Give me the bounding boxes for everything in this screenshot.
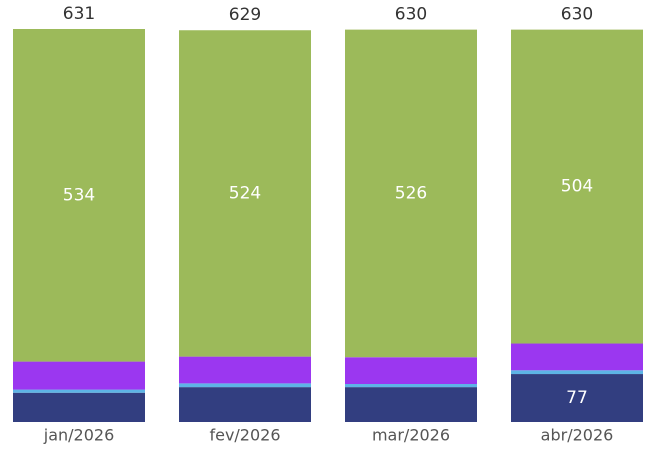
bar-segment [511,343,643,371]
segment-label: 504 [561,177,593,197]
bar-segment [13,389,145,393]
segment-label: 526 [395,183,427,203]
x-tick-label: abr/2026 [541,426,614,445]
bar-segment [511,29,643,344]
bar-segment [345,384,477,388]
bar-segment [511,370,643,375]
total-label: 630 [395,5,427,25]
bar-segment [13,392,145,422]
x-tick-label: fev/2026 [209,426,280,445]
bar-segment [345,357,477,385]
x-tick-label: mar/2026 [372,426,450,445]
segment-label: 534 [63,185,95,205]
bar-segment [179,30,311,357]
segment-label: 77 [566,388,588,408]
total-label: 629 [229,5,261,25]
bar-segment [511,374,643,422]
segment-label: 524 [229,183,261,203]
bar-segment [345,29,477,358]
bar-segment [13,361,145,390]
x-tick-label: jan/2026 [43,426,115,445]
total-label: 631 [63,4,95,24]
total-label: 630 [561,5,593,25]
bar-segment [179,356,311,384]
bar-segment [345,387,477,422]
bar-segment [179,383,311,388]
bar-segment [13,29,145,362]
bar-segment [179,387,311,422]
